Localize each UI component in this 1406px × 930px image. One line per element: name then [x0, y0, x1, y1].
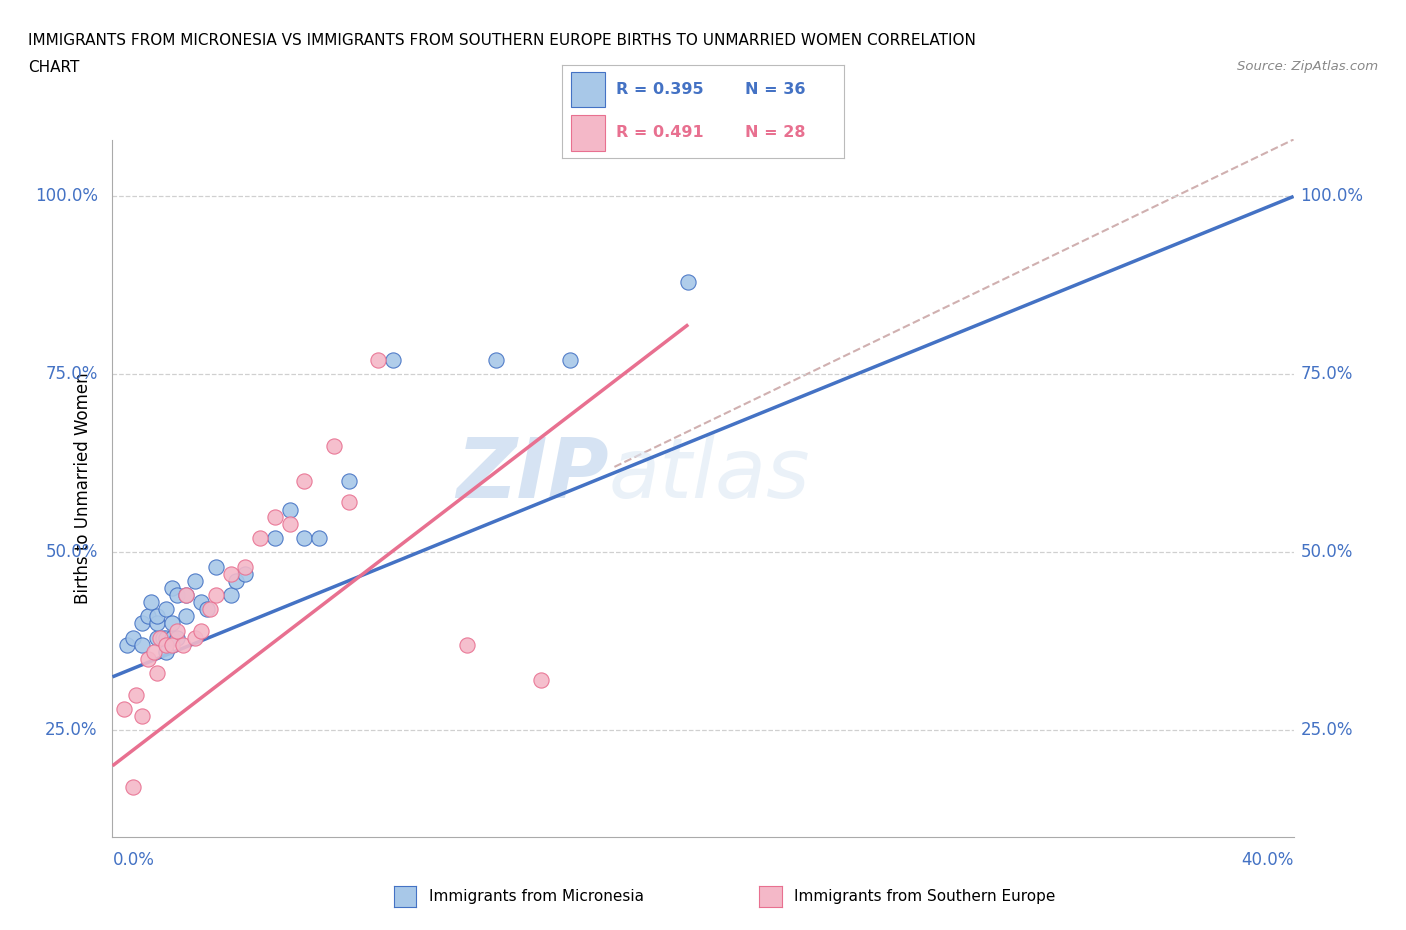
Point — [264, 531, 287, 546]
Point — [117, 637, 138, 652]
Point — [136, 609, 159, 624]
Point — [155, 631, 177, 645]
Text: R = 0.491: R = 0.491 — [616, 126, 703, 140]
Point — [278, 502, 301, 517]
Text: 100.0%: 100.0% — [35, 188, 98, 206]
Text: CHART: CHART — [28, 60, 80, 75]
Point — [160, 616, 183, 631]
Point — [337, 473, 360, 488]
Point — [225, 573, 247, 588]
Text: 100.0%: 100.0% — [1301, 188, 1364, 206]
Point — [382, 352, 405, 367]
Point — [172, 637, 194, 652]
Text: N = 28: N = 28 — [745, 126, 806, 140]
Point — [149, 631, 172, 645]
Point — [146, 666, 169, 681]
Point — [142, 644, 165, 659]
Point — [160, 631, 183, 645]
Text: 50.0%: 50.0% — [1301, 543, 1353, 562]
Point — [136, 652, 159, 667]
Text: 50.0%: 50.0% — [45, 543, 98, 562]
Point — [174, 609, 197, 624]
Text: N = 36: N = 36 — [745, 82, 806, 97]
Point — [323, 438, 346, 453]
Point — [485, 352, 508, 367]
Point — [529, 673, 551, 688]
Point — [139, 594, 162, 609]
Text: Source: ZipAtlas.com: Source: ZipAtlas.com — [1237, 60, 1378, 73]
Point — [160, 637, 183, 652]
Point — [146, 616, 169, 631]
Point — [152, 631, 174, 645]
Point — [278, 516, 301, 531]
Text: 75.0%: 75.0% — [45, 365, 98, 383]
Point — [205, 559, 228, 574]
Point — [166, 623, 188, 638]
Point — [292, 531, 315, 546]
Point — [190, 594, 212, 609]
Text: R = 0.395: R = 0.395 — [616, 82, 703, 97]
Point — [292, 473, 315, 488]
Point — [249, 531, 271, 546]
Point — [125, 687, 148, 702]
Text: 75.0%: 75.0% — [1301, 365, 1353, 383]
Point — [174, 588, 197, 603]
Text: 40.0%: 40.0% — [1241, 851, 1294, 870]
Y-axis label: Births to Unmarried Women: Births to Unmarried Women — [73, 372, 91, 604]
Point — [308, 531, 330, 546]
Text: Immigrants from Southern Europe: Immigrants from Southern Europe — [794, 889, 1056, 904]
Text: 0.0%: 0.0% — [112, 851, 155, 870]
Text: atlas: atlas — [609, 433, 810, 515]
Point — [131, 616, 153, 631]
Bar — [571, 115, 605, 151]
Point — [337, 495, 360, 510]
Point — [174, 588, 197, 603]
Point — [219, 566, 242, 581]
Text: 25.0%: 25.0% — [45, 722, 98, 739]
Point — [205, 588, 228, 603]
Text: Immigrants from Micronesia: Immigrants from Micronesia — [429, 889, 644, 904]
Point — [558, 352, 582, 367]
Text: IMMIGRANTS FROM MICRONESIA VS IMMIGRANTS FROM SOUTHERN EUROPE BIRTHS TO UNMARRIE: IMMIGRANTS FROM MICRONESIA VS IMMIGRANTS… — [28, 33, 976, 47]
Point — [195, 602, 218, 617]
Point — [219, 588, 242, 603]
Point — [184, 631, 207, 645]
Bar — [571, 72, 605, 107]
Point — [131, 637, 153, 652]
Point — [166, 631, 188, 645]
Point — [456, 637, 478, 652]
Point — [233, 566, 256, 581]
Text: 25.0%: 25.0% — [1301, 722, 1353, 739]
Point — [264, 510, 287, 525]
Point — [233, 559, 256, 574]
Point — [155, 602, 177, 617]
Point — [198, 602, 221, 617]
Point — [131, 709, 153, 724]
Point — [184, 573, 207, 588]
Point — [155, 644, 177, 659]
Point — [146, 609, 169, 624]
Point — [160, 580, 183, 595]
Point — [122, 779, 145, 794]
Point — [367, 352, 389, 367]
Point — [146, 631, 169, 645]
Point — [190, 623, 212, 638]
Point — [155, 637, 177, 652]
Point — [166, 588, 188, 603]
Point — [678, 274, 700, 289]
Text: ZIP: ZIP — [456, 433, 609, 515]
Point — [122, 631, 145, 645]
Point — [112, 701, 135, 716]
